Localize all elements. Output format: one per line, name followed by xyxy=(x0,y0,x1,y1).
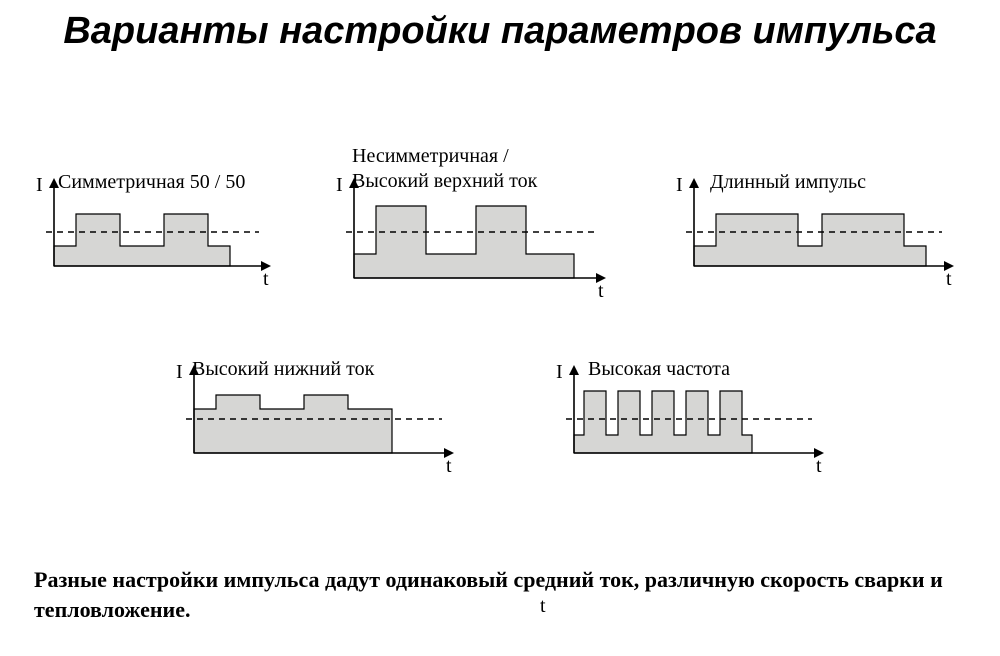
chart-asymmetric-high-upper: Несимметричная / Высокий верхний токIt xyxy=(340,178,625,303)
chart-symmetric-50-50: Симметричная 50 / 50It xyxy=(40,178,285,293)
axis-label-t: t xyxy=(263,268,269,291)
axis-label-I: I xyxy=(336,174,343,197)
waveform-svg xyxy=(180,365,470,480)
footer-text: Разные настройки импульса дадут одинаков… xyxy=(34,565,964,624)
chart-label: Симметричная 50 / 50 xyxy=(58,170,245,195)
chart-label: Длинный импульс xyxy=(710,170,866,195)
waveform-svg xyxy=(560,365,840,480)
waveform-svg xyxy=(340,178,625,303)
chart-high-frequency: Высокая частотаIt xyxy=(560,365,840,480)
waveform-svg xyxy=(40,178,285,293)
chart-high-lower-current: Высокий нижний токIt xyxy=(180,365,470,480)
chart-label: Высокая частота xyxy=(588,357,730,382)
stray-t-label: t xyxy=(540,595,546,618)
axis-label-t: t xyxy=(446,455,452,478)
axis-label-I: I xyxy=(36,174,43,197)
axis-label-t: t xyxy=(946,268,952,291)
axis-label-I: I xyxy=(176,361,183,384)
waveform-svg xyxy=(680,178,970,293)
axis-label-I: I xyxy=(556,361,563,384)
page-title: Варианты настройки параметров импульса xyxy=(0,0,1000,54)
chart-label: Высокий нижний ток xyxy=(192,357,374,382)
axis-label-I: I xyxy=(676,174,683,197)
chart-long-pulse: Длинный импульсIt xyxy=(680,178,970,293)
chart-label: Несимметричная / Высокий верхний ток xyxy=(352,144,537,194)
axis-label-t: t xyxy=(816,455,822,478)
axis-label-t: t xyxy=(598,280,604,303)
